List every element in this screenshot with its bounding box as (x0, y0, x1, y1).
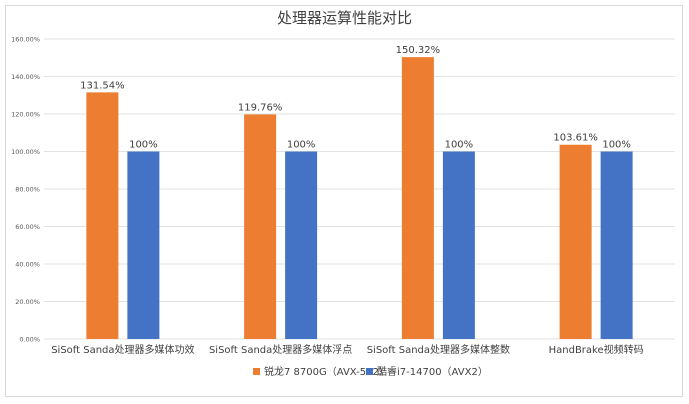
y-tick-label: 40.00% (15, 261, 40, 269)
data-label: 100% (602, 140, 631, 151)
data-label: 100% (445, 140, 474, 151)
category-label: SiSoft Sanda处理器多媒体功效 (51, 343, 194, 356)
y-tick-label: 20.00% (15, 298, 40, 306)
bar (285, 151, 318, 339)
legend-swatch (366, 368, 373, 375)
legend-swatch (253, 368, 260, 375)
y-tick-label: 0.00% (19, 336, 40, 344)
data-label: 103.61% (553, 133, 598, 144)
bar (244, 114, 277, 339)
bar (442, 151, 475, 339)
bars (86, 57, 633, 340)
chart-title: 处理器运算性能对比 (276, 9, 412, 27)
legend-label: 酷睿i7-14700（AVX2） (377, 365, 488, 378)
category-labels: SiSoft Sanda处理器多媒体功效 SiSoft Sanda处理器多媒体浮点… (51, 343, 643, 356)
legend: 锐龙7 8700G（AVX-512）酷睿i7-14700（AVX2） (253, 365, 488, 378)
bar (600, 151, 633, 339)
bar (559, 144, 592, 339)
bar (86, 92, 119, 339)
bar (127, 151, 160, 339)
y-tick-label: 140.00% (11, 73, 40, 81)
category-label: HandBrake视频转码 (549, 343, 644, 356)
bar (401, 57, 434, 340)
y-tick-label: 60.00% (15, 223, 40, 231)
y-tick-label: 160.00% (11, 36, 40, 44)
y-tick-label: 120.00% (11, 111, 40, 119)
data-label: 131.54% (80, 80, 125, 91)
data-label: 119.76% (238, 102, 283, 113)
data-label: 100% (287, 140, 316, 151)
y-tick-label: 80.00% (15, 186, 40, 194)
category-label: SiSoft Sanda处理器多媒体整数 (367, 343, 510, 356)
data-label: 100% (129, 140, 158, 151)
y-tick-label: 100.00% (11, 148, 40, 156)
data-labels: 131.54% 100% 119.76% 100% 150.32% 100% 103.61%… (80, 45, 631, 150)
data-label: 150.32% (396, 45, 441, 56)
category-label: SiSoft Sanda处理器多媒体浮点 (209, 343, 352, 356)
legend-label: 锐龙7 8700G（AVX-512） (264, 365, 389, 378)
y-axis-ticks: 0.00% 20.00% 40.00% 60.00% 80.00% 100.00% 120.… (11, 36, 40, 344)
